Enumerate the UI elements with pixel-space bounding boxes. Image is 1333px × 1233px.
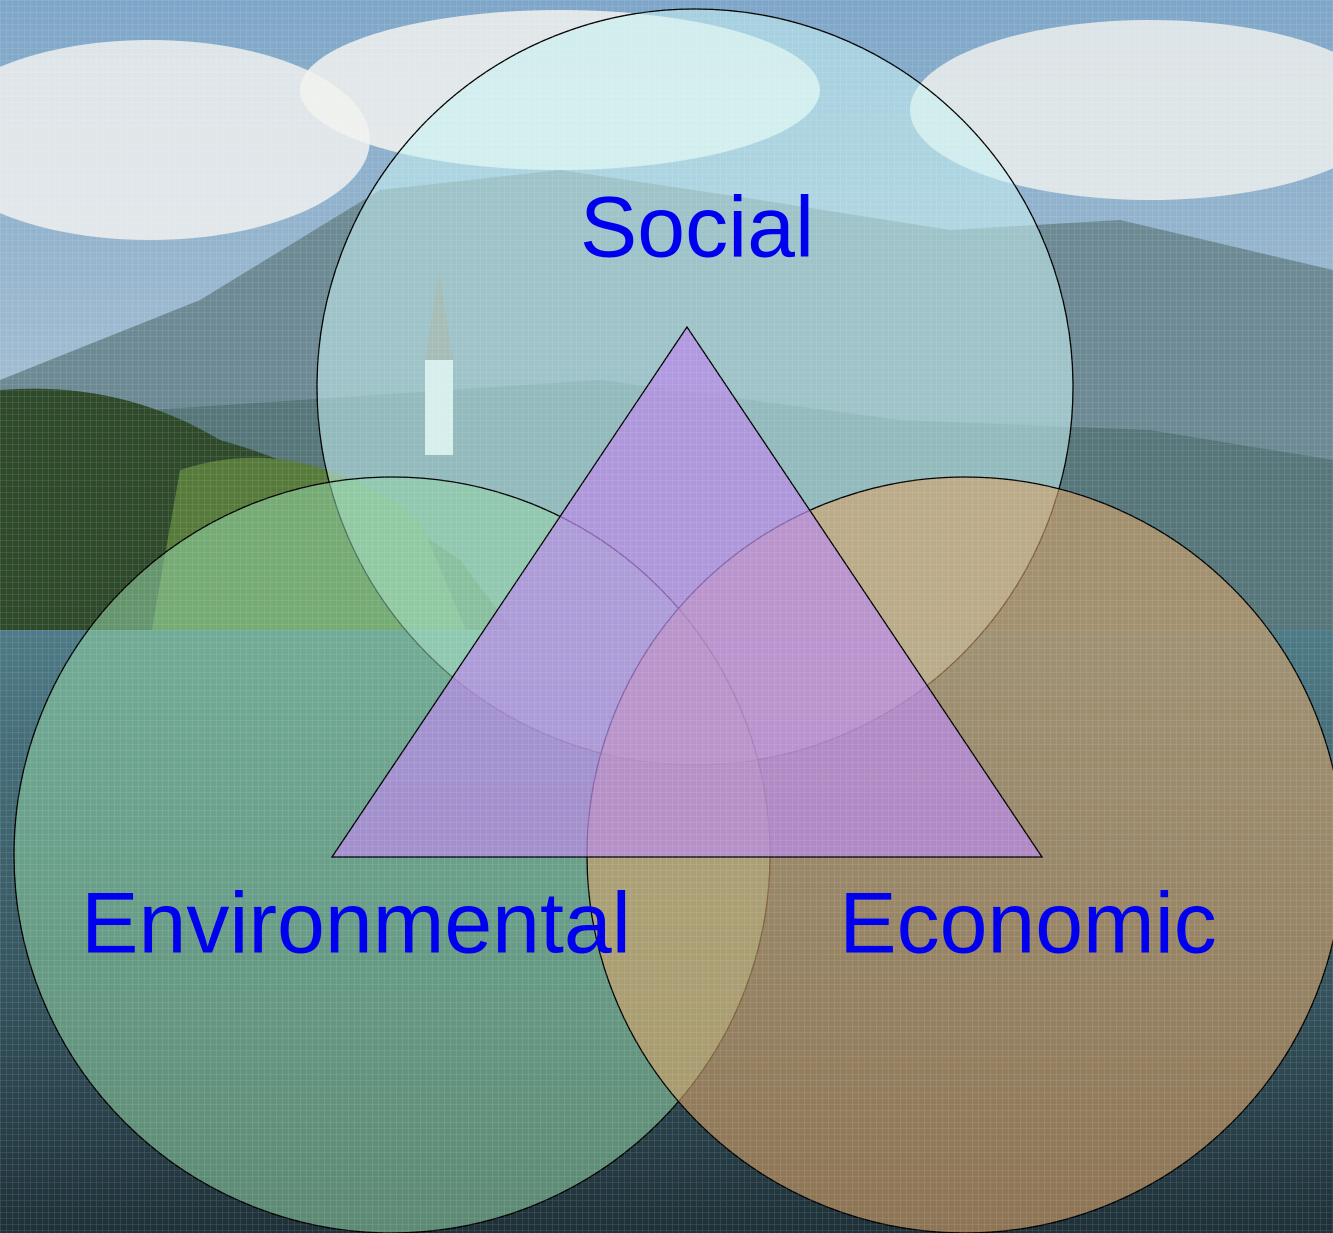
environmental-label: Environmental <box>81 876 631 972</box>
diagram: Social Environmental Economic <box>0 0 1333 1233</box>
economic-label: Economic <box>839 876 1217 972</box>
page: Social Environmental Economic (() => { c… <box>0 0 1333 1233</box>
social-label: Social <box>580 180 814 276</box>
